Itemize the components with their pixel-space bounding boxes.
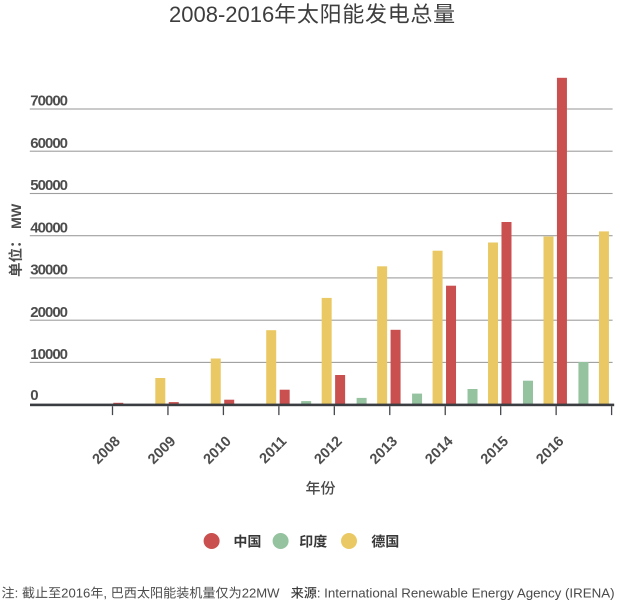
svg-text:20000: 20000 [30,304,67,321]
svg-text::: : [15,586,19,601]
svg-text:,: , [103,586,107,601]
svg-text:International Renewable Energy: International Renewable Energy Agency (I… [324,586,614,601]
svg-text::: : [317,586,321,601]
svg-text:0: 0 [30,387,38,404]
svg-text:2016: 2016 [61,586,90,601]
svg-text:22MW: 22MW [242,586,280,601]
svg-text:30000: 30000 [30,262,67,279]
svg-text:50000: 50000 [30,177,67,194]
svg-text:70000: 70000 [30,93,67,110]
svg-text:MW: MW [9,203,25,229]
svg-text:40000: 40000 [30,219,67,236]
svg-text:10000: 10000 [30,346,67,363]
svg-text:60000: 60000 [30,135,67,152]
svg-text:2008-2016: 2008-2016 [169,2,274,27]
